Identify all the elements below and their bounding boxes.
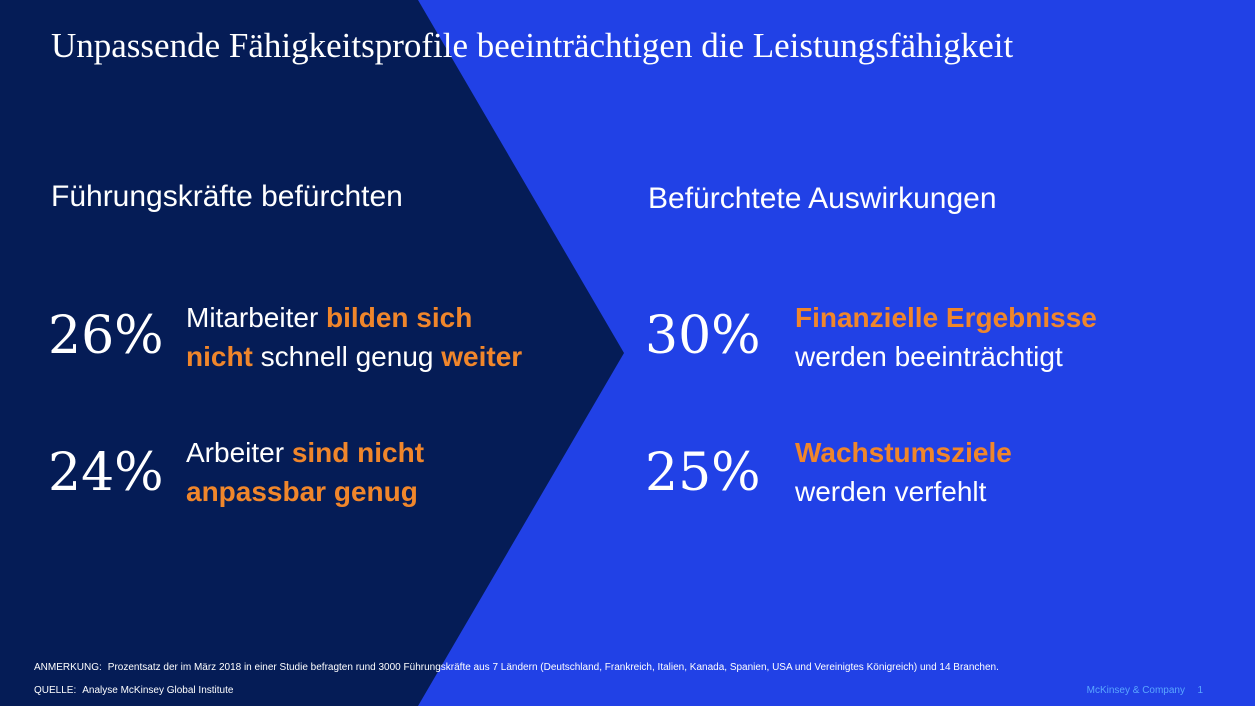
slide-title: Unpassende Fähigkeitsprofile beeinträcht… [51, 26, 1014, 65]
stat-percent: 26% [48, 306, 164, 366]
stat-percent: 25% [645, 443, 761, 503]
stat-percent: 30% [645, 306, 761, 366]
footnote-source-text: Analyse McKinsey Global Institute [82, 685, 234, 696]
stat-description: Arbeiter sind nicht anpassbar genug [186, 433, 424, 511]
footnote-source-label: QUELLE: [34, 685, 77, 696]
highlight-text: anpassbar genug [186, 476, 418, 507]
highlight-text: Finanzielle Ergebnisse [795, 302, 1097, 333]
stat-description-line: Arbeiter sind nicht [186, 433, 424, 472]
highlight-text: sind nicht [291, 437, 425, 468]
stat-percent: 24% [48, 443, 164, 503]
stat-description: Mitarbeiter bilden sich nicht schnell ge… [186, 298, 522, 376]
stat-description: Wachstumsziele werden verfehlt [795, 433, 1012, 511]
stat-description-line: anpassbar genug [186, 472, 424, 511]
highlight-text: nicht [186, 341, 253, 372]
stat-description-line: Mitarbeiter bilden sich [186, 298, 522, 337]
highlight-text: Wachstumsziele [795, 437, 1012, 468]
plain-text: Mitarbeiter [186, 302, 327, 333]
stat-description: Finanzielle Ergebnisse werden beeinträch… [795, 298, 1097, 376]
plain-text: schnell genug [252, 341, 442, 372]
stat-description-line: Finanzielle Ergebnisse [795, 298, 1097, 337]
stat-description-line: werden verfehlt [795, 472, 1012, 511]
highlight-text: bilden sich [326, 302, 473, 333]
footnote-note: ANMERKUNG: Prozentsatz der im März 2018 i… [34, 662, 999, 673]
plain-text: werden verfehlt [795, 476, 987, 507]
footnote-source: QUELLE: Analyse McKinsey Global Institute [34, 685, 233, 696]
stat-description-line: werden beeinträchtigt [795, 337, 1097, 376]
footnote-note-label: ANMERKUNG: [34, 662, 102, 673]
page-number: 1 [1197, 685, 1203, 696]
brand-label: McKinsey & Company [1086, 685, 1185, 696]
stat-description-line: nicht schnell genug weiter [186, 337, 522, 376]
plain-text: werden beeinträchtigt [795, 341, 1063, 372]
footnote-note-text: Prozentsatz der im März 2018 in einer St… [107, 662, 999, 673]
highlight-text: weiter [441, 341, 523, 372]
stat-description-line: Wachstumsziele [795, 433, 1012, 472]
plain-text: Arbeiter [186, 437, 292, 468]
right-section-heading: Befürchtete Auswirkungen [648, 182, 997, 215]
left-section-heading: Führungskräfte befürchten [51, 180, 403, 213]
